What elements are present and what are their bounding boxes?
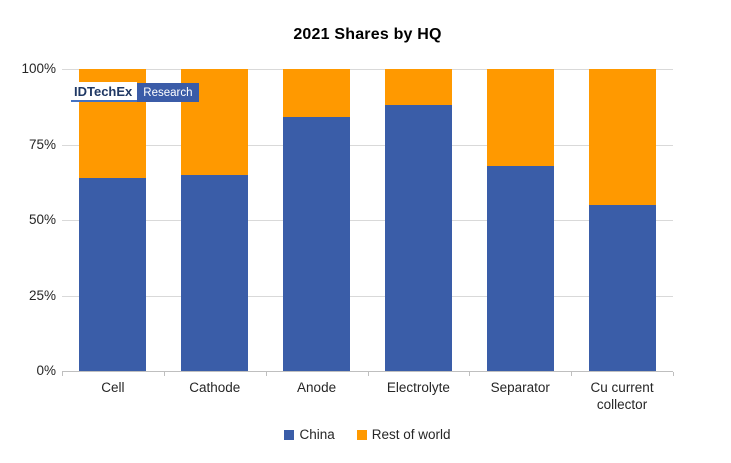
- gridline-100%: [62, 69, 673, 70]
- bar-segment-rest-of-world-anode: [283, 69, 351, 118]
- legend-item-china: China: [284, 427, 335, 442]
- axis-tick: [368, 372, 369, 376]
- bar-segment-china-electrolyte: [384, 105, 452, 371]
- x-axis-label-electrolyte: Electrolyte: [386, 380, 450, 395]
- idtechex-logo: IDTechEx Research: [71, 82, 199, 102]
- bar-stack-cathode: [181, 69, 249, 371]
- bar-segment-rest-of-world-separator: [486, 69, 554, 166]
- y-axis-label-50%: 50%: [28, 212, 56, 227]
- legend-label-china: China: [299, 427, 335, 442]
- x-axis-line: [62, 371, 673, 372]
- x-axis-label-cathode: Cathode: [189, 380, 241, 395]
- bar-segment-rest-of-world-cu-current-collector: [588, 69, 656, 205]
- bar-segment-china-cell: [79, 177, 147, 371]
- bar-column-separator: [469, 69, 571, 371]
- bar-column-cell: [62, 69, 164, 371]
- legend-swatch-china: [284, 429, 295, 440]
- gridline-50%: [62, 220, 673, 221]
- bar-stack-anode: [283, 69, 351, 371]
- gridline-25%: [62, 295, 673, 297]
- bar-segment-china-anode: [283, 117, 351, 371]
- bar-segment-rest-of-world-electrolyte: [384, 69, 452, 106]
- x-axis-label-separator: Separator: [490, 380, 550, 395]
- x-axis-label-anode: Anode: [297, 380, 337, 395]
- bar-stack-cell: [79, 69, 147, 371]
- axis-tick: [571, 372, 572, 376]
- axis-tick: [673, 372, 674, 376]
- bar-segment-china-separator: [486, 165, 554, 371]
- axis-tick: [469, 372, 470, 376]
- axis-tick: [266, 372, 267, 376]
- axis-tick: [164, 372, 165, 376]
- bar-stack-separator: [486, 69, 554, 371]
- bar-segment-china-cu-current-collector: [588, 204, 656, 371]
- gridline-75%: [62, 144, 673, 146]
- bar-column-cathode: [164, 69, 266, 371]
- x-axis-label-cu-current-collector: Cu current collector: [590, 380, 654, 412]
- y-axis-label-100%: 100%: [21, 61, 56, 76]
- bar-column-electrolyte: [368, 69, 470, 371]
- idtechex-logo-suffix: Research: [137, 82, 199, 102]
- legend: China Rest of world: [62, 427, 673, 442]
- chart-title: 2021 Shares by HQ: [293, 26, 442, 43]
- bar-column-anode: [266, 69, 368, 371]
- legend-item-rest-of-world: Rest of world: [356, 427, 451, 442]
- axis-tick: [62, 372, 63, 376]
- bar-stack-electrolyte: [384, 69, 452, 371]
- y-axis-label-75%: 75%: [28, 136, 56, 152]
- plot-area: [62, 69, 674, 376]
- idtechex-logo-brand: IDTechEx: [71, 82, 138, 102]
- legend-label-rest-of-world: Rest of world: [371, 427, 451, 442]
- y-axis-label-0%: 0%: [36, 363, 56, 378]
- legend-swatch-rest-of-world: [356, 429, 367, 440]
- bar-column-cu-current-collector: [571, 69, 673, 371]
- bar-stack-cu-current-collector: [588, 69, 656, 371]
- bar-segment-china-cathode: [181, 174, 249, 371]
- x-axis-label-cell: Cell: [101, 380, 125, 395]
- y-axis-label-25%: 25%: [28, 287, 56, 303]
